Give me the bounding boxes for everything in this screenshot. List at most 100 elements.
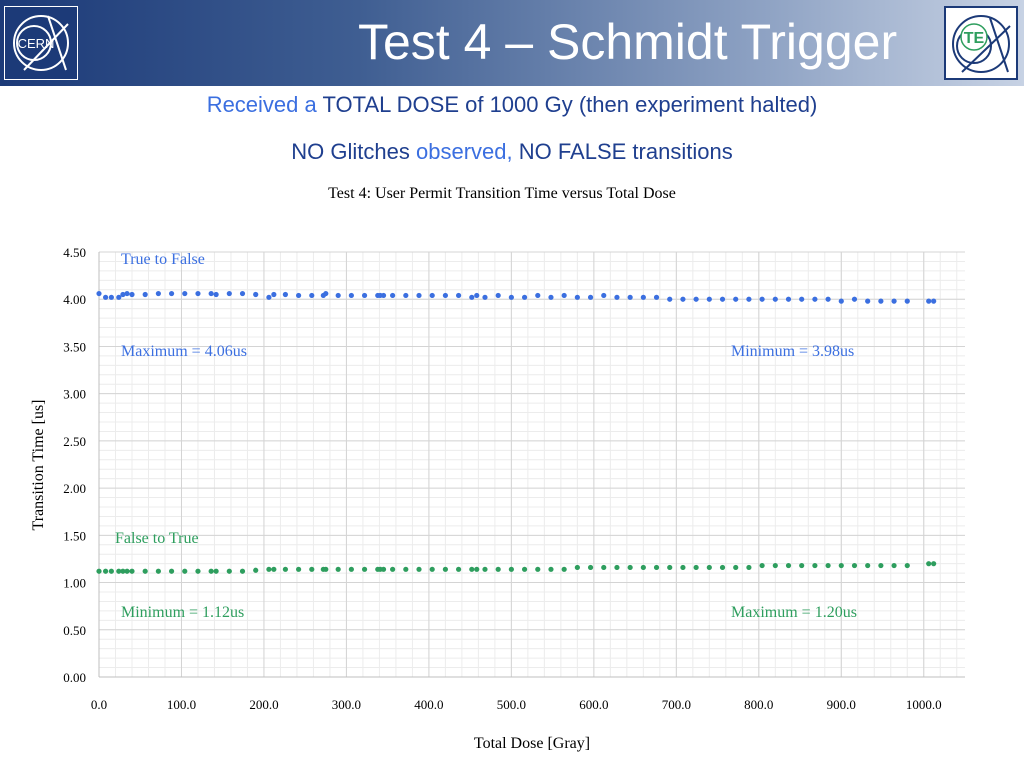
glitch-summary-accent: observed, bbox=[415, 139, 513, 164]
false-to-true-point bbox=[482, 566, 488, 572]
true-to-false-point bbox=[271, 291, 277, 298]
x-tick-label: 100.0 bbox=[167, 697, 196, 712]
true-to-false-point bbox=[680, 296, 686, 302]
chart-points bbox=[96, 290, 937, 574]
false-to-true-point bbox=[548, 566, 554, 572]
dose-summary-line: Received a TOTAL DOSE of 1000 Gy (then e… bbox=[0, 92, 1024, 118]
true-to-false-point bbox=[495, 292, 501, 299]
true-to-false-point bbox=[213, 291, 219, 298]
x-tick-label: 500.0 bbox=[497, 697, 526, 712]
false-to-true-point bbox=[390, 566, 396, 572]
true-to-false-point bbox=[926, 298, 932, 304]
chart-title: Test 4: User Permit Transition Time vers… bbox=[328, 185, 676, 202]
te-logo-label: TE bbox=[964, 30, 985, 47]
false-to-true-point bbox=[182, 568, 188, 574]
true-to-false-point bbox=[812, 296, 818, 302]
false-to-true-point bbox=[129, 568, 135, 574]
false-to-true-point bbox=[474, 566, 480, 572]
false-to-true-point bbox=[587, 564, 594, 571]
x-tick-label: 200.0 bbox=[249, 697, 278, 712]
false-to-true-point bbox=[653, 564, 660, 571]
true-to-false-point bbox=[195, 290, 201, 297]
false-to-true-point bbox=[213, 568, 219, 574]
true-to-false-point bbox=[295, 292, 302, 299]
true-to-false-point bbox=[482, 294, 488, 300]
false-to-true-point bbox=[614, 564, 620, 571]
true-to-false-point bbox=[429, 292, 435, 299]
x-tick-label: 800.0 bbox=[744, 697, 773, 712]
false-to-true-point bbox=[759, 562, 765, 569]
true-to-false-point bbox=[335, 292, 341, 299]
true-to-false-point bbox=[120, 291, 126, 298]
false-to-true-point bbox=[96, 568, 102, 574]
true-to-false-point bbox=[587, 294, 594, 300]
false-to-true-point bbox=[904, 562, 910, 569]
cern-logo-label: CERN bbox=[18, 36, 55, 51]
true-to-false-point bbox=[799, 296, 805, 302]
true-to-false-point bbox=[96, 290, 102, 297]
false-to-true-point bbox=[208, 568, 214, 574]
false-to-true-point bbox=[455, 566, 462, 572]
false-to-true-point bbox=[102, 568, 109, 574]
false-to-true-point bbox=[495, 566, 501, 572]
true-to-false-point bbox=[627, 294, 633, 300]
false-to-true-point bbox=[574, 564, 580, 571]
true-to-false-point bbox=[102, 294, 109, 300]
false-to-true-point bbox=[680, 564, 686, 571]
true-to-false-point bbox=[653, 294, 660, 300]
false-to-true-point bbox=[865, 562, 871, 569]
legend-label-false-to-true: False to True bbox=[115, 530, 199, 547]
false-to-true-point bbox=[323, 566, 329, 572]
false-to-true-point bbox=[403, 566, 409, 572]
true-to-false-point bbox=[469, 294, 475, 300]
te-logo-icon: TE bbox=[944, 6, 1018, 80]
true-to-false-point bbox=[226, 290, 232, 297]
dose-summary-text: TOTAL DOSE of 1000 Gy (then experiment h… bbox=[316, 92, 818, 117]
y-tick-label: 3.50 bbox=[63, 339, 86, 354]
false-to-true-point bbox=[361, 566, 368, 572]
y-tick-label: 0.00 bbox=[63, 670, 86, 685]
green-maximum-annotation: Maximum = 1.20us bbox=[731, 604, 857, 621]
y-tick-label: 4.00 bbox=[63, 292, 86, 307]
false-to-true-point bbox=[825, 562, 831, 569]
false-to-true-point bbox=[926, 561, 932, 567]
false-to-true-point bbox=[120, 568, 126, 574]
legend-label-true-to-false: True to False bbox=[121, 251, 205, 268]
true-to-false-point bbox=[168, 290, 175, 297]
false-to-true-point bbox=[521, 566, 528, 572]
chart-axes: 0.00 0.50 1.00 1.50 2.00 2.50 3.00 3.50 4.00 4.50… bbox=[63, 245, 965, 712]
false-to-true-point bbox=[785, 562, 792, 569]
true-to-false-point bbox=[182, 290, 188, 297]
false-to-true-point bbox=[851, 562, 858, 569]
true-to-false-point bbox=[706, 296, 712, 302]
false-to-true-point bbox=[878, 562, 884, 569]
chart-grid bbox=[98, 251, 965, 678]
true-to-false-point bbox=[416, 292, 422, 299]
true-to-false-point bbox=[390, 292, 396, 299]
y-tick-label: 4.50 bbox=[63, 245, 86, 260]
false-to-true-point bbox=[442, 566, 448, 572]
true-to-false-point bbox=[719, 296, 726, 302]
true-to-false-point bbox=[825, 296, 831, 302]
glitch-summary-line: NO Glitches observed, NO FALSE transitio… bbox=[0, 139, 1024, 165]
false-to-true-point bbox=[266, 566, 272, 572]
true-to-false-point bbox=[693, 296, 699, 302]
false-to-true-point bbox=[168, 568, 175, 574]
true-to-false-point bbox=[601, 292, 607, 299]
false-to-true-point bbox=[142, 568, 148, 574]
slide-header bbox=[0, 0, 1024, 86]
false-to-true-point bbox=[253, 567, 259, 573]
false-to-true-point bbox=[706, 564, 712, 571]
true-to-false-point bbox=[282, 291, 288, 298]
true-to-false-point bbox=[142, 291, 148, 298]
y-tick-label: 2.50 bbox=[63, 434, 86, 449]
false-to-true-point bbox=[508, 566, 514, 572]
y-tick-label: 2.00 bbox=[63, 481, 86, 496]
blue-maximum-annotation: Maximum = 4.06us bbox=[121, 343, 247, 360]
false-to-true-point bbox=[380, 566, 387, 572]
true-to-false-point bbox=[155, 290, 161, 297]
true-to-false-point bbox=[108, 294, 114, 300]
false-to-true-point bbox=[309, 566, 315, 572]
false-to-true-point bbox=[891, 562, 897, 569]
true-to-false-point bbox=[561, 292, 567, 299]
